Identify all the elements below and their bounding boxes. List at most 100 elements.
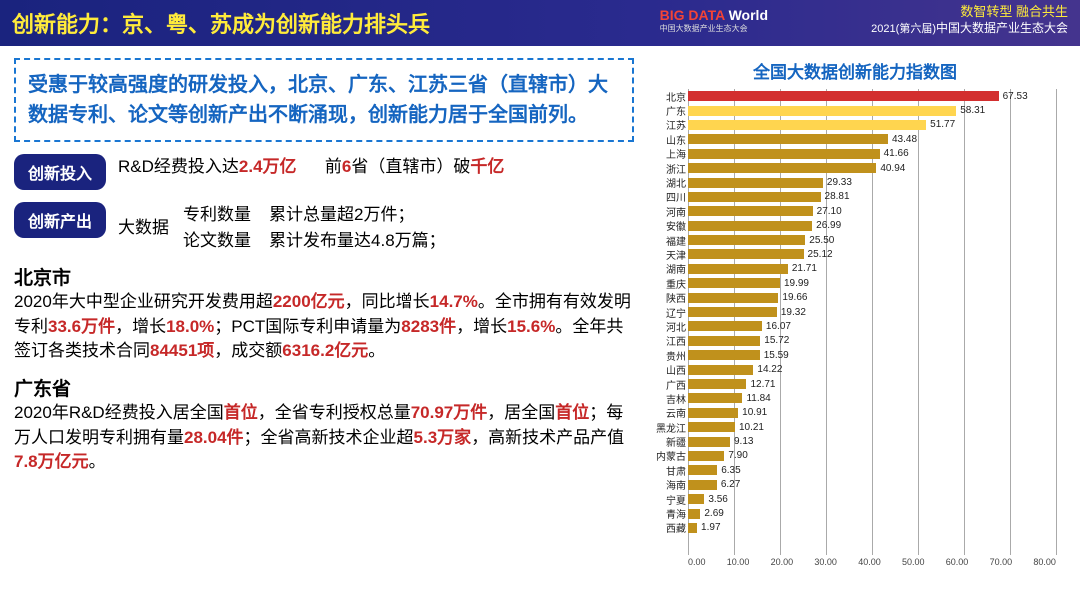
bar bbox=[688, 437, 730, 447]
bar-label: 山西 bbox=[646, 362, 686, 377]
city1-name: 北京市 bbox=[14, 263, 634, 290]
bar bbox=[688, 278, 780, 288]
bar-row: 新疆9.13 bbox=[688, 434, 1056, 448]
bar-value: 1.97 bbox=[701, 522, 720, 533]
row-investment: 创新投入 R&D经费投入达2.4万亿 前6省（直辖市）破千亿 bbox=[14, 154, 634, 190]
investment-text: R&D经费投入达2.4万亿 前6省（直辖市）破千亿 bbox=[118, 154, 504, 180]
conference-name: 2021(第六届)中国大数据产业生态大会 bbox=[871, 21, 1068, 37]
bar-label: 江西 bbox=[646, 333, 686, 348]
slogan: 数智转型 融合共生 bbox=[960, 4, 1068, 19]
bar-value: 10.21 bbox=[739, 422, 764, 433]
bar-row: 西藏1.97 bbox=[688, 521, 1056, 535]
bar-label: 贵州 bbox=[646, 348, 686, 363]
bar-row: 内蒙古7.90 bbox=[688, 449, 1056, 463]
bar-row: 山西14.22 bbox=[688, 362, 1056, 376]
chart-x-axis: 0.0010.0020.0030.0040.0050.0060.0070.008… bbox=[688, 557, 1056, 573]
xtick-label: 0.00 bbox=[688, 557, 706, 573]
bar-row: 河北16.07 bbox=[688, 319, 1056, 333]
bar bbox=[688, 307, 777, 317]
bar-row: 贵州15.59 bbox=[688, 348, 1056, 362]
bar-label: 广东 bbox=[646, 103, 686, 118]
xtick-label: 50.00 bbox=[902, 557, 925, 573]
bar bbox=[688, 249, 804, 259]
bar-label: 河南 bbox=[646, 204, 686, 219]
bar-label: 吉林 bbox=[646, 391, 686, 406]
xtick-label: 80.00 bbox=[1033, 557, 1056, 573]
city-beijing: 北京市 2020年大中型企业研究开发费用超2200亿元，同比增长14.7%。全市… bbox=[14, 263, 634, 364]
bar bbox=[688, 293, 778, 303]
bar-value: 19.32 bbox=[781, 307, 806, 318]
bar-row: 四川28.81 bbox=[688, 190, 1056, 204]
bar bbox=[688, 465, 717, 475]
bar-row: 海南6.27 bbox=[688, 478, 1056, 492]
bar-row: 辽宁19.32 bbox=[688, 305, 1056, 319]
bar-row: 重庆19.99 bbox=[688, 276, 1056, 290]
bar-label: 陕西 bbox=[646, 290, 686, 305]
bar-row: 上海41.66 bbox=[688, 147, 1056, 161]
bar-row: 甘肃6.35 bbox=[688, 463, 1056, 477]
city2-text: 2020年R&D经费投入居全国首位，全省专利授权总量70.97万件，居全国首位；… bbox=[14, 401, 634, 475]
bar-row: 安徽26.99 bbox=[688, 219, 1056, 233]
bar-value: 11.84 bbox=[746, 393, 770, 404]
header-right: BIG DATA BIG DATA WorldWorld 中国大数据产业生态大会… bbox=[871, 4, 1068, 36]
bar-value: 43.48 bbox=[892, 134, 917, 145]
bar-value: 15.59 bbox=[764, 350, 789, 361]
bar-label: 天津 bbox=[646, 247, 686, 262]
bar-value: 67.53 bbox=[1003, 91, 1028, 102]
bar-row: 云南10.91 bbox=[688, 406, 1056, 420]
badge-investment: 创新投入 bbox=[14, 154, 106, 190]
bar bbox=[688, 106, 956, 116]
bar bbox=[688, 221, 812, 231]
bar bbox=[688, 336, 760, 346]
xtick-label: 10.00 bbox=[727, 557, 750, 573]
bar bbox=[688, 408, 738, 418]
bar-value: 27.10 bbox=[817, 206, 842, 217]
bar-label: 甘肃 bbox=[646, 463, 686, 478]
xtick-label: 20.00 bbox=[771, 557, 794, 573]
bar bbox=[688, 149, 880, 159]
bar bbox=[688, 264, 788, 274]
bar-row: 湖南21.71 bbox=[688, 262, 1056, 276]
bar-label: 湖北 bbox=[646, 175, 686, 190]
bar-value: 16.07 bbox=[766, 321, 791, 332]
bar bbox=[688, 192, 821, 202]
bar bbox=[688, 480, 717, 490]
bar bbox=[688, 365, 753, 375]
bar-value: 58.31 bbox=[960, 105, 985, 116]
bar-label: 浙江 bbox=[646, 161, 686, 176]
logo-sub: 中国大数据产业生态大会 bbox=[660, 24, 768, 34]
bar-value: 14.22 bbox=[757, 364, 782, 375]
bar-value: 2.69 bbox=[704, 508, 723, 519]
bar bbox=[688, 523, 697, 533]
bar-value: 6.27 bbox=[721, 479, 740, 490]
content: 受惠于较高强度的研发投入，北京、广东、江苏三省（直辖市）大数据专利、论文等创新产… bbox=[0, 46, 1080, 587]
bar-label: 江苏 bbox=[646, 117, 686, 132]
badge-output: 创新产出 bbox=[14, 202, 106, 238]
bar-value: 12.71 bbox=[750, 379, 775, 390]
xtick-label: 30.00 bbox=[814, 557, 837, 573]
bar-row: 吉林11.84 bbox=[688, 391, 1056, 405]
xtick-label: 60.00 bbox=[946, 557, 969, 573]
city-guangdong: 广东省 2020年R&D经费投入居全国首位，全省专利授权总量70.97万件，居全… bbox=[14, 374, 634, 475]
bar-label: 青海 bbox=[646, 506, 686, 521]
bar-label: 黑龙江 bbox=[646, 420, 686, 435]
bar-value: 9.13 bbox=[734, 436, 753, 447]
bar-label: 安徽 bbox=[646, 218, 686, 233]
bar-value: 41.66 bbox=[884, 148, 909, 159]
chart-bars: 北京67.53广东58.31江苏51.77山东43.48上海41.66浙江40.… bbox=[688, 89, 1056, 555]
bar-label: 新疆 bbox=[646, 434, 686, 449]
bar-label: 山东 bbox=[646, 132, 686, 147]
bar-label: 福建 bbox=[646, 233, 686, 248]
bar-value: 29.33 bbox=[827, 177, 852, 188]
left-column: 受惠于较高强度的研发投入，北京、广东、江苏三省（直辖市）大数据专利、论文等创新产… bbox=[14, 58, 634, 579]
innovation-bar-chart: 北京67.53广东58.31江苏51.77山东43.48上海41.66浙江40.… bbox=[644, 89, 1066, 579]
bar-label: 四川 bbox=[646, 189, 686, 204]
xtick-label: 40.00 bbox=[858, 557, 881, 573]
bar-value: 28.81 bbox=[825, 191, 850, 202]
right-column: 全国大数据创新能力指数图 北京67.53广东58.31江苏51.77山东43.4… bbox=[644, 58, 1066, 579]
bar-label: 西藏 bbox=[646, 520, 686, 535]
grid-line bbox=[1056, 89, 1057, 555]
bar bbox=[688, 509, 700, 519]
bar bbox=[688, 379, 746, 389]
bar-label: 宁夏 bbox=[646, 492, 686, 507]
